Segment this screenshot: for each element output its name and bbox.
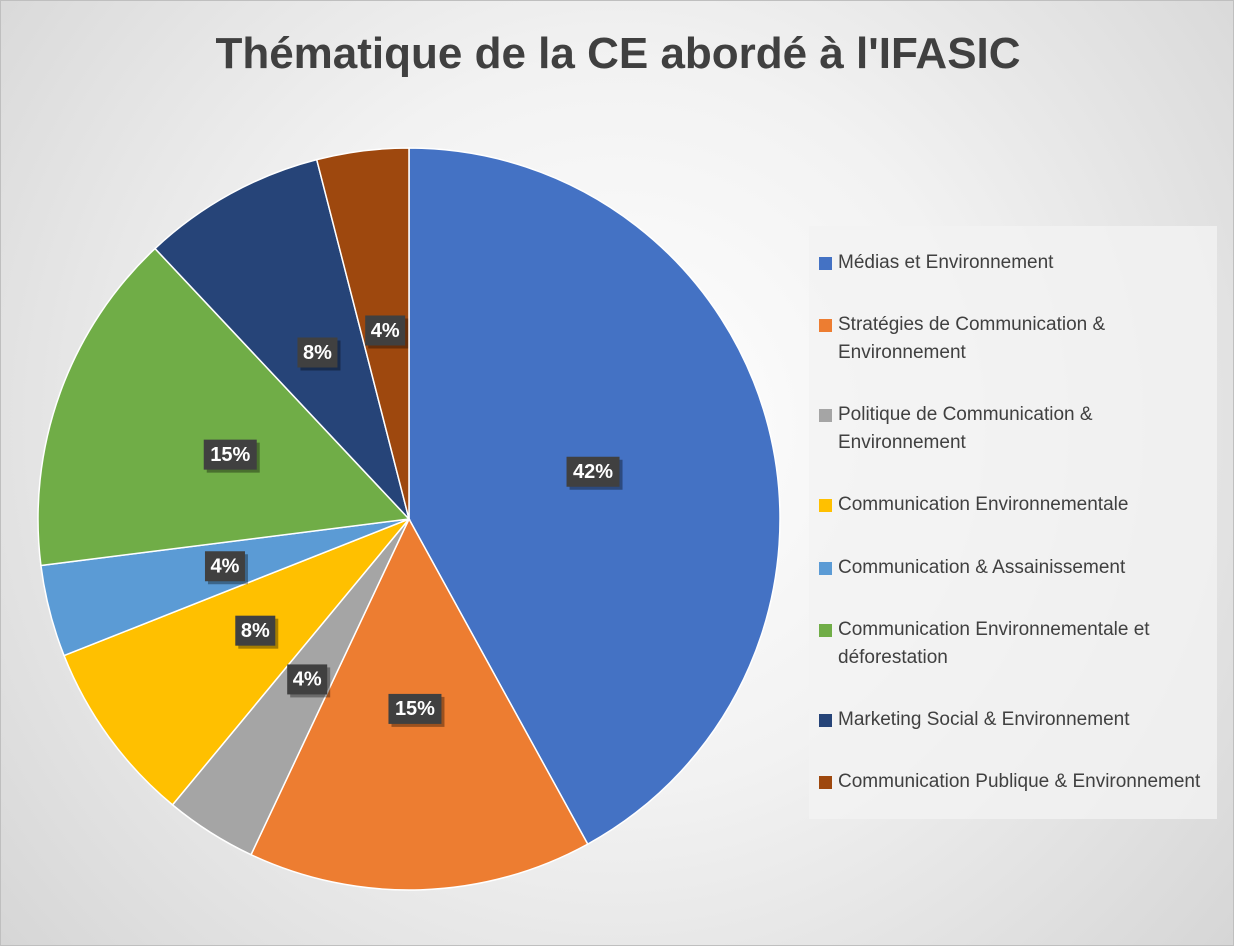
legend-item: Stratégies de Communication & Environnem… [819,311,1207,367]
value-label: 4% [371,320,400,342]
value-label: 15% [210,444,250,466]
legend-label: Communication & Assainissement [838,556,1126,578]
pie-slice [37,247,411,567]
legend-swatch [819,561,832,575]
value-label-box [235,615,276,646]
legend-label: Communication Environnementale [838,494,1129,516]
legend-swatch [819,775,832,789]
value-label: 15% [395,698,435,720]
legend-swatch [819,319,832,333]
value-label: 4% [211,556,240,578]
value-label-box [287,664,328,695]
legend-label: Communication Publique & Environnement [838,770,1201,792]
legend-item: Communication Environnementale [819,491,1207,519]
value-label: 42% [573,461,613,483]
legend-swatch [819,499,832,513]
pie-slice [315,147,410,520]
value-label-box [365,315,406,346]
legend-item: Médias et Environnement [819,249,1207,277]
legend-swatch [819,257,832,271]
pie-slice [153,158,410,520]
pie-slice [408,147,781,846]
value-label-box [203,439,257,470]
value-label: 8% [303,342,332,364]
legend-label: Politique de Communication & Environneme… [838,404,1093,454]
legend-item: Marketing Social & Environnement [819,706,1207,734]
value-label: 4% [293,669,322,691]
chart-title: Thématique de la CE abordé à l'IFASIC [215,29,1021,78]
value-label: 8% [241,620,270,642]
legend-swatch [819,623,832,637]
legend-item: Communication Environnementale et défore… [819,616,1207,672]
value-label-box [388,693,442,724]
legend-swatch [819,409,832,423]
pie-slice [63,518,410,806]
legend-label: Communication Environnementale et défore… [838,618,1150,668]
value-label-box [204,551,245,582]
legend-item: Politique de Communication & Environneme… [819,401,1207,457]
legend-item: Communication & Assainissement [819,554,1207,582]
legend-label: Médias et Environnement [838,252,1054,274]
value-label-box [566,456,620,487]
legend-label: Marketing Social & Environnement [838,708,1130,730]
legend-label: Stratégies de Communication & Environnem… [838,314,1106,364]
legend: Médias et Environnement Stratégies de Com… [809,226,1217,819]
legend-item: Communication Publique & Environnement [819,768,1207,796]
value-label-box [297,337,338,368]
legend-swatch [819,713,832,727]
